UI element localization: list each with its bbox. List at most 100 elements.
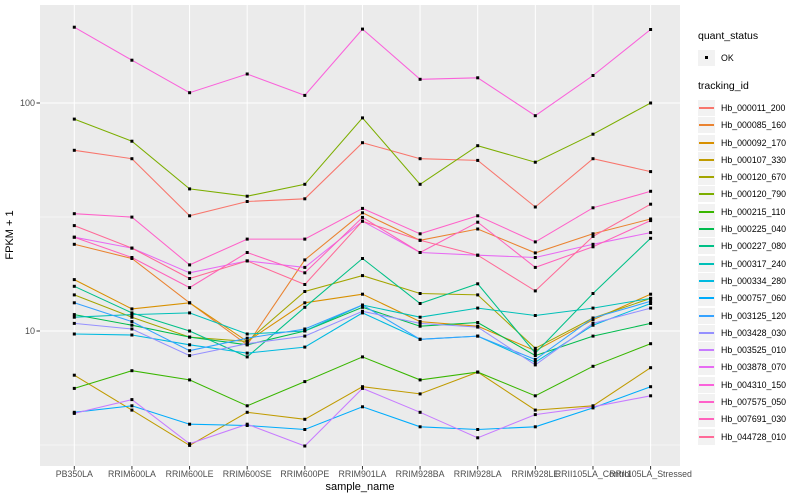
data-point <box>130 307 134 311</box>
data-point <box>130 327 134 331</box>
data-point <box>303 237 307 241</box>
data-point <box>245 251 249 254</box>
data-point <box>418 378 422 382</box>
legend-item-label: Hb_000317_240 <box>721 258 787 269</box>
data-point <box>649 189 653 193</box>
data-point <box>591 206 595 210</box>
legend-item: Hb_000092_170 <box>690 134 798 151</box>
legend-key-box <box>698 203 715 220</box>
data-point <box>188 343 192 347</box>
data-point <box>303 182 307 186</box>
legend-key-box <box>698 342 715 359</box>
data-point <box>533 265 537 269</box>
data-point <box>649 28 653 31</box>
data-point <box>188 378 192 382</box>
legend-key-line <box>699 314 714 317</box>
legend-key-box <box>698 134 715 151</box>
x-tick-label: RRIM901LA <box>338 469 386 479</box>
legend-key-line <box>699 349 714 352</box>
data-point <box>303 197 307 201</box>
data-point <box>533 289 537 293</box>
legend-key-box <box>698 376 715 393</box>
legend-key-line <box>699 141 714 144</box>
legend-key-box <box>698 411 715 428</box>
data-point <box>649 299 653 303</box>
data-point <box>533 160 537 164</box>
legend-item-label: OK <box>721 52 734 63</box>
data-point <box>476 158 480 162</box>
data-point <box>361 211 364 215</box>
legend-key-line <box>699 245 714 248</box>
data-point <box>361 219 364 223</box>
data-point <box>130 256 134 259</box>
legend-key-line <box>699 400 714 403</box>
data-point <box>72 212 76 216</box>
data-point <box>361 116 364 120</box>
legend-title-quant-status: quant_status <box>698 30 759 42</box>
data-point <box>361 141 364 145</box>
y-tick-label: 10 <box>25 326 35 336</box>
data-point <box>361 292 364 296</box>
legend-item-label: Hb_003125_120 <box>721 310 787 321</box>
data-point <box>303 428 307 431</box>
legend-item-label: Hb_003428_030 <box>721 327 787 338</box>
legend-item: Hb_000227_080 <box>690 238 798 255</box>
data-point <box>533 346 537 350</box>
legend-key-box <box>698 359 715 376</box>
x-tick-label: RRIM928LA <box>454 469 502 479</box>
legend-item-label: Hb_003525_010 <box>721 345 787 356</box>
legend-item: Hb_000334_280 <box>690 272 798 289</box>
data-point <box>533 240 537 244</box>
legend-key-box <box>698 393 715 410</box>
data-point <box>245 342 249 346</box>
data-point <box>303 305 307 309</box>
data-point <box>245 194 249 198</box>
data-point <box>245 200 249 203</box>
data-point <box>476 253 480 257</box>
data-point <box>188 422 192 426</box>
data-point <box>418 321 422 325</box>
legend-item: Hb_000085_160 <box>690 117 798 134</box>
data-point <box>533 251 537 255</box>
data-point <box>649 101 653 105</box>
legend-item-label: Hb_000085_160 <box>721 120 787 131</box>
data-point <box>303 444 307 448</box>
data-point <box>418 302 422 305</box>
data-point <box>533 360 537 364</box>
data-point <box>245 351 249 355</box>
legend-item: Hb_003125_120 <box>690 307 798 324</box>
data-point <box>245 237 249 241</box>
legend-item-label: Hb_000757_060 <box>721 293 787 304</box>
data-point <box>361 311 364 315</box>
data-point <box>130 320 134 324</box>
data-point <box>130 311 134 315</box>
legend-key-line <box>699 158 714 161</box>
legend-item-label: Hb_044728_010 <box>721 431 787 442</box>
data-point <box>130 369 134 373</box>
data-point <box>649 296 653 300</box>
data-point <box>188 335 192 339</box>
legend-item: Hb_003525_010 <box>690 341 798 359</box>
data-point <box>72 332 76 336</box>
legend-item-label: Hb_000092_170 <box>721 137 787 148</box>
data-point <box>72 25 76 29</box>
legend-key-line <box>699 383 714 386</box>
legend-key-line <box>699 418 714 421</box>
data-point <box>188 301 192 305</box>
data-point <box>418 324 422 328</box>
data-point <box>591 364 595 368</box>
data-point <box>476 227 480 231</box>
legend-item: Hb_007575_050 <box>690 393 798 410</box>
legend-key-line <box>699 193 714 196</box>
legend-key-line <box>699 228 714 231</box>
legend-item-ok: OK <box>690 49 798 66</box>
data-point <box>303 329 307 333</box>
data-point <box>361 215 364 219</box>
data-point <box>533 363 537 367</box>
data-point <box>476 76 480 80</box>
data-point <box>649 292 653 296</box>
legend-item: Hb_000107_330 <box>690 151 798 168</box>
legend-tracking-items: Hb_000011_200 Hb_000085_160 Hb_000092_170 H… <box>690 99 798 445</box>
data-point <box>533 394 537 398</box>
